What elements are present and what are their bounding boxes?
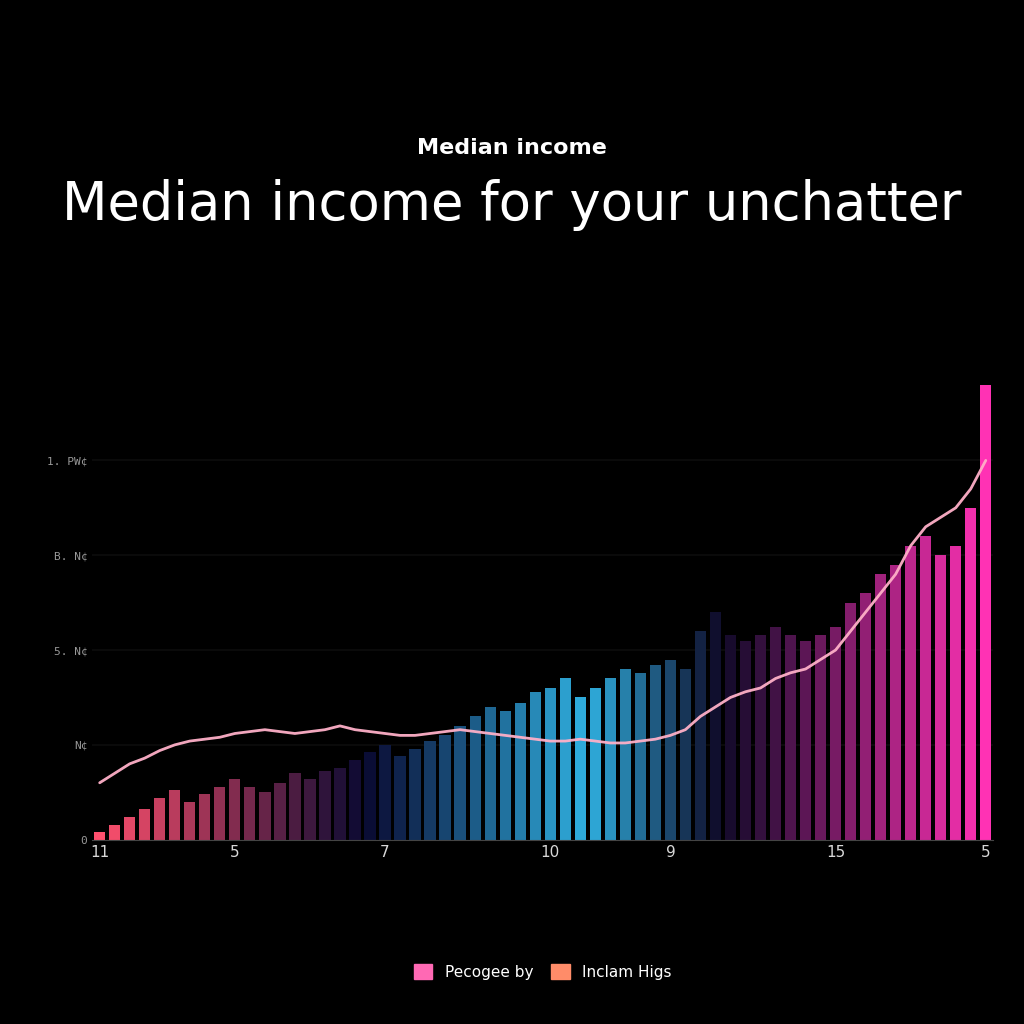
Bar bbox=[424, 741, 436, 840]
Bar bbox=[770, 628, 781, 840]
Bar bbox=[199, 795, 211, 840]
Bar bbox=[965, 508, 976, 840]
Bar bbox=[860, 593, 871, 840]
Bar bbox=[665, 659, 676, 840]
Bar bbox=[214, 786, 225, 840]
Bar bbox=[139, 809, 151, 840]
Bar bbox=[304, 779, 315, 840]
Bar bbox=[184, 802, 196, 840]
Bar bbox=[890, 564, 901, 840]
Bar bbox=[710, 612, 721, 840]
Bar bbox=[545, 688, 556, 840]
Bar bbox=[694, 631, 706, 840]
Bar bbox=[109, 824, 121, 840]
Bar bbox=[905, 546, 916, 840]
Bar bbox=[950, 546, 962, 840]
Bar bbox=[755, 635, 766, 840]
Bar bbox=[439, 735, 451, 840]
Bar bbox=[365, 753, 376, 840]
Bar bbox=[529, 692, 541, 840]
Bar bbox=[574, 697, 586, 840]
Text: Median income for your unchatter: Median income for your unchatter bbox=[62, 179, 962, 230]
Bar bbox=[921, 537, 932, 840]
Bar bbox=[229, 779, 241, 840]
Bar bbox=[394, 757, 406, 840]
Bar bbox=[379, 744, 391, 840]
Bar bbox=[334, 768, 346, 840]
Bar bbox=[484, 707, 496, 840]
Bar bbox=[500, 711, 511, 840]
Bar bbox=[455, 726, 466, 840]
Bar bbox=[800, 641, 811, 840]
Bar bbox=[590, 688, 601, 840]
Bar bbox=[169, 791, 180, 840]
Bar bbox=[725, 635, 736, 840]
Bar bbox=[874, 574, 887, 840]
Bar bbox=[980, 385, 991, 840]
Bar bbox=[635, 673, 646, 840]
Bar bbox=[410, 749, 421, 840]
Bar bbox=[650, 666, 662, 840]
Bar bbox=[739, 641, 751, 840]
Text: Median income: Median income bbox=[417, 138, 607, 159]
Bar bbox=[829, 628, 842, 840]
Bar bbox=[289, 773, 301, 840]
Bar bbox=[124, 817, 135, 840]
Bar bbox=[845, 603, 856, 840]
Bar bbox=[94, 833, 105, 840]
Bar bbox=[469, 717, 481, 840]
Bar bbox=[514, 703, 526, 840]
Legend: Pecogee by, Inclam Higs: Pecogee by, Inclam Higs bbox=[408, 957, 678, 986]
Bar bbox=[604, 679, 616, 840]
Bar bbox=[349, 760, 360, 840]
Bar bbox=[244, 786, 256, 840]
Bar bbox=[620, 669, 631, 840]
Bar bbox=[935, 555, 946, 840]
Bar bbox=[680, 669, 691, 840]
Bar bbox=[259, 793, 270, 840]
Bar bbox=[154, 798, 166, 840]
Bar bbox=[319, 771, 331, 840]
Bar bbox=[559, 679, 571, 840]
Bar bbox=[815, 635, 826, 840]
Bar bbox=[784, 635, 797, 840]
Bar bbox=[274, 782, 286, 840]
